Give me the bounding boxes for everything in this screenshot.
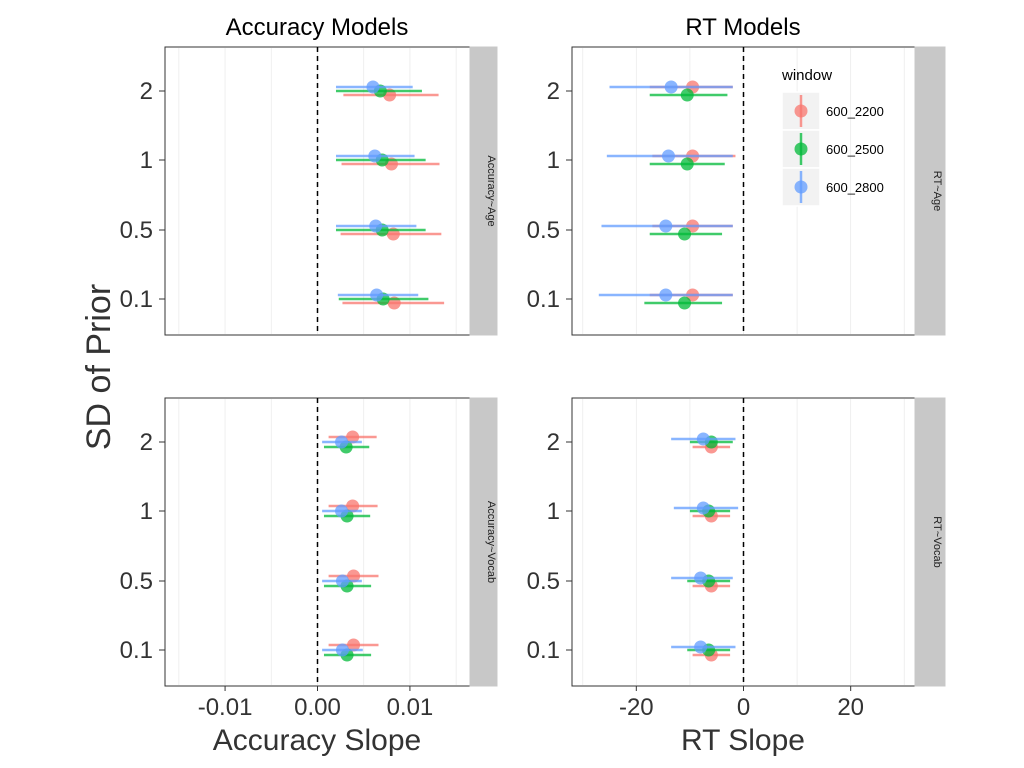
y-tick-label: 2 [140,429,153,456]
y-axis-title: SD of Prior [80,284,118,450]
y-tick-label: 1 [140,498,153,525]
strip-label-rt-vocab: RT~Vocab [931,516,943,567]
legend-label: 600_2200 [826,104,884,119]
y-tick-label: 0.1 [120,286,153,313]
point-600_2500 [678,227,692,241]
x-axis-title-rt: RT Slope [681,724,805,757]
y-tick-label: 2 [547,429,560,456]
y-tick-label: 2 [547,78,560,105]
point-600_2200 [347,638,361,652]
strip-background [914,397,946,687]
panel-rt-age: 0.1 0.5 1 2 RT~Age [527,46,946,336]
y-tick-labels: 0.1 0.5 1 2 [120,78,165,313]
strip-label-rt-age: RT~Age [931,171,943,211]
legend-label: 600_2500 [826,142,884,157]
y-tick-label: 1 [547,147,560,174]
panel-marks [671,432,739,662]
strip-label-accuracy-vocab: Accuracy~Vocab [485,501,497,583]
strip-label-accuracy-age: Accuracy~Age [485,155,497,226]
y-tick-label: 0.5 [120,217,153,244]
point-600_2800 [370,288,384,302]
point-600_2800 [694,571,708,585]
point-600_2500 [680,88,694,102]
y-tick-label: 0.1 [120,637,153,664]
y-tick-label: 0.5 [527,217,560,244]
y-tick-label: 2 [140,78,153,105]
point-600_2800 [335,643,349,657]
strip-background [469,46,498,336]
x-tick-label: 0.00 [294,694,341,721]
x-tick-labels: -0.01 0.00 0.01 [198,686,434,721]
x-tick-labels: -20 0 20 [619,686,864,721]
point-600_2800 [659,288,673,302]
panel-marks [322,430,379,662]
x-tick-label: 0 [737,694,750,721]
point-600_2200 [346,499,360,513]
column-title-rt: RT Models [685,14,800,41]
point-600_2800 [368,149,382,163]
point-600_2200 [346,430,360,444]
panel-gridlines [178,399,457,685]
strip-background [914,46,946,336]
x-tick-label: 20 [837,694,864,721]
legend-key-point [794,142,808,156]
point-600_2800 [335,504,349,518]
y-tick-label: 0.5 [527,568,560,595]
column-title-accuracy: Accuracy Models [226,14,409,41]
strip-background [469,397,498,687]
y-tick-label: 0.5 [120,568,153,595]
x-axis-title-accuracy: Accuracy Slope [213,724,421,757]
point-600_2800 [696,432,710,446]
legend: window 600_2200 600_2500 600_2800 [781,67,884,207]
y-tick-labels: 0.1 0.5 1 2 [527,429,572,664]
y-tick-label: 1 [547,498,560,525]
point-600_2800 [664,80,678,94]
point-600_2800 [694,640,708,654]
panel-rt-vocab: 0.1 0.5 1 2 -20 0 20 RT~Vocab [527,397,946,721]
point-600_2800 [696,501,710,515]
legend-title: window [781,67,832,84]
x-tick-label: -0.01 [198,694,253,721]
y-tick-labels: 0.1 0.5 1 2 [120,429,165,664]
legend-key-point [794,180,808,194]
point-600_2500 [678,296,692,310]
legend-keys: 600_2200 600_2500 600_2800 [781,91,884,207]
point-600_2800 [661,149,675,163]
panel-accuracy-age: 0.1 0.5 1 2 Accuracy~Age [120,46,498,336]
legend-label: 600_2800 [826,180,884,195]
x-tick-label: 0.01 [387,694,434,721]
point-600_2200 [347,569,361,583]
point-600_2800 [335,435,349,449]
panel-marks [598,80,736,310]
point-600_2800 [659,219,673,233]
y-tick-label: 1 [140,147,153,174]
x-tick-label: -20 [619,694,654,721]
point-600_2500 [680,157,694,171]
point-600_2800 [366,80,380,94]
y-tick-label: 0.1 [527,286,560,313]
panel-accuracy-vocab: 0.1 0.5 1 2 -0.01 0.00 0.01 Accuracy~Vocab [120,397,498,721]
point-600_2800 [369,219,383,233]
point-600_2800 [335,574,349,588]
y-tick-labels: 0.1 0.5 1 2 [527,78,572,313]
y-tick-label: 0.1 [527,637,560,664]
panel-marks [335,80,445,310]
legend-key-point [794,104,808,118]
